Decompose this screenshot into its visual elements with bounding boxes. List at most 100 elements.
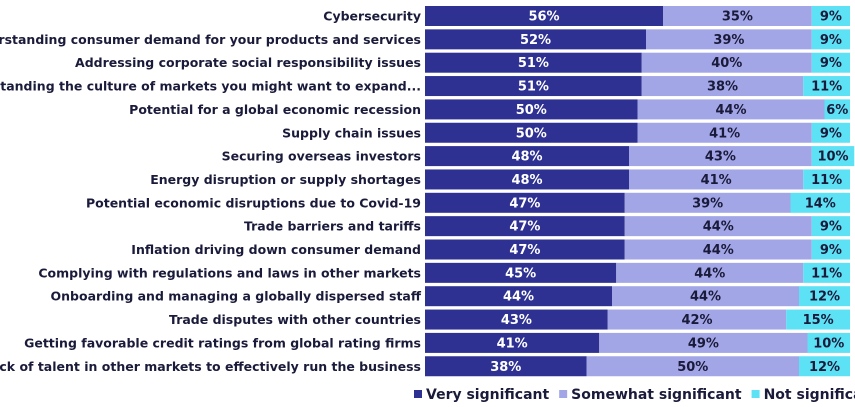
category-label: Inflation driving down consumer demand <box>131 242 421 257</box>
category-label: Potential economic disruptions due to Co… <box>86 195 421 210</box>
data-label: 39% <box>713 33 744 48</box>
category-label: Securing overseas investors <box>222 149 421 164</box>
bar-segment <box>641 52 812 73</box>
bar-segment <box>811 6 850 26</box>
data-label: 38% <box>707 80 738 95</box>
data-label: 45% <box>505 266 536 281</box>
legend-swatch <box>559 390 568 398</box>
bar-segment <box>599 332 808 353</box>
bar-segment <box>425 286 612 307</box>
bar-segment <box>641 76 804 97</box>
bar-segment <box>425 192 625 213</box>
bar-segment <box>811 146 855 167</box>
bar-segment <box>607 309 787 330</box>
data-label: 9% <box>820 243 842 258</box>
data-label: 9% <box>820 220 842 235</box>
bar-segment <box>803 76 850 97</box>
bar-segment <box>425 332 600 353</box>
data-label: 49% <box>688 336 719 351</box>
bar-segment <box>663 6 812 26</box>
data-label: 15% <box>803 313 834 328</box>
data-label: 56% <box>528 10 559 25</box>
data-label: 35% <box>722 10 753 25</box>
data-label: 47% <box>509 196 540 211</box>
data-label: 50% <box>516 103 547 118</box>
data-label: 44% <box>703 220 734 235</box>
data-label: 11% <box>811 80 842 95</box>
category-label: Addressing corporate social responsibili… <box>75 55 421 70</box>
data-label: 40% <box>711 56 742 71</box>
bar-segment <box>425 356 587 377</box>
bar-segment <box>803 169 850 190</box>
bar-segment <box>646 29 812 50</box>
category-labels: Cybersecurity Understanding consumer dema… <box>0 9 422 374</box>
bar-segment <box>807 332 850 353</box>
bar-segment <box>425 29 646 50</box>
data-label: 44% <box>694 266 725 281</box>
bar-segment <box>612 286 799 307</box>
data-label: 14% <box>805 196 836 211</box>
bar-segment <box>425 262 617 283</box>
data-label: 41% <box>701 173 732 188</box>
legend-swatch <box>414 390 422 398</box>
data-label: 52% <box>520 33 551 48</box>
bar-segment <box>799 356 850 377</box>
data-label: 44% <box>690 290 721 305</box>
category-label: Complying with regulations and laws in o… <box>38 265 421 280</box>
bar-segment <box>425 99 638 120</box>
bar-segment <box>425 216 625 237</box>
data-label: 6% <box>826 103 848 118</box>
data-label: 50% <box>516 126 547 141</box>
category-label: Onboarding and managing a globally dispe… <box>51 289 422 304</box>
data-label: 48% <box>511 150 542 165</box>
data-label: 44% <box>703 243 734 258</box>
bar-segment <box>811 29 850 50</box>
bar-segment <box>624 216 812 237</box>
bar-segment <box>425 309 608 330</box>
data-label: 43% <box>501 313 532 328</box>
data-label: 12% <box>809 290 840 305</box>
category-label: Understanding the culture of markets you… <box>0 79 421 94</box>
data-label: 47% <box>509 220 540 235</box>
bar-segment <box>629 146 812 167</box>
data-label: 42% <box>681 313 712 328</box>
category-label: Getting favorable credit ratings from gl… <box>24 335 421 350</box>
bar-segment <box>629 169 804 190</box>
bar-segment <box>425 169 629 190</box>
category-label: Cybersecurity <box>323 9 421 24</box>
data-label: 9% <box>820 126 842 141</box>
bar-segment <box>790 192 850 213</box>
data-label: 51% <box>518 80 549 95</box>
bar-segment <box>637 122 812 143</box>
bar-segment <box>624 239 812 260</box>
bar-segment <box>425 6 663 26</box>
data-label: 10% <box>813 336 844 351</box>
bar-segment <box>799 286 850 307</box>
data-label: 43% <box>705 150 736 165</box>
bar-segment <box>803 262 850 283</box>
category-label: Lack of talent in other markets to effec… <box>0 359 421 374</box>
data-label: 39% <box>692 196 723 211</box>
data-label: 44% <box>503 290 534 305</box>
bar-segment <box>811 122 850 143</box>
data-label: 11% <box>811 266 842 281</box>
data-label: 9% <box>820 56 842 71</box>
data-label: 9% <box>820 33 842 48</box>
data-label: 48% <box>511 173 542 188</box>
data-label: 44% <box>715 103 746 118</box>
category-label: Potential for a global economic recessio… <box>129 102 421 117</box>
data-label: 41% <box>709 126 740 141</box>
bar-segment <box>586 356 799 377</box>
data-label: 47% <box>509 243 540 258</box>
bar-segment <box>425 122 638 143</box>
bar-segment <box>811 239 850 260</box>
bar-segment <box>425 76 642 97</box>
bar-segment <box>811 216 850 237</box>
category-label: Trade barriers and tariffs <box>244 219 421 234</box>
data-label: 10% <box>817 150 848 165</box>
legend-swatch <box>751 390 760 398</box>
bar-segment <box>637 99 825 120</box>
data-label: 11% <box>811 173 842 188</box>
bar-segment <box>824 99 850 120</box>
